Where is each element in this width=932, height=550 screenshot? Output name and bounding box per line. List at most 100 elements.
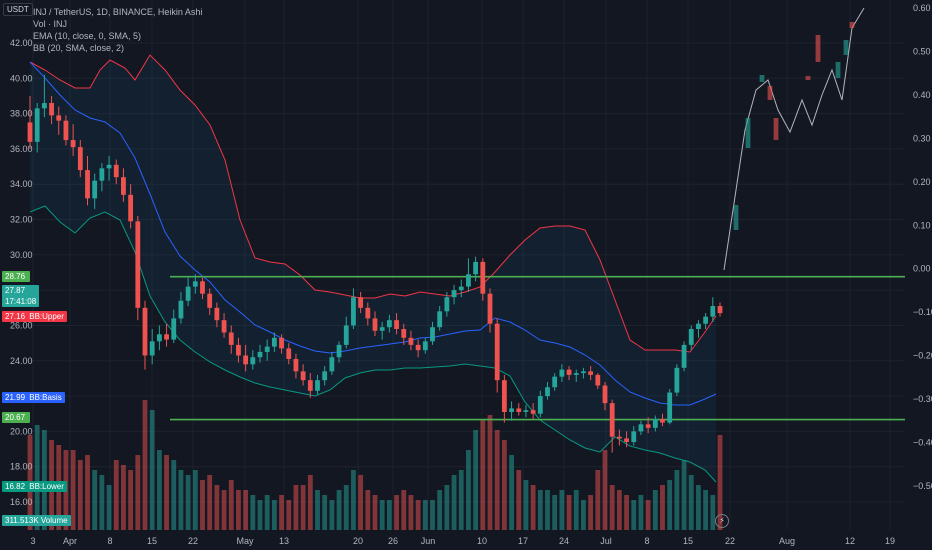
legend-symbol[interactable]: INJ / TetherUS, 1D, BINANCE, Heikin Ashi: [33, 7, 203, 17]
volume-bar: [509, 455, 514, 530]
badge-price-high: 28.76: [2, 271, 30, 282]
candle-body: [545, 387, 550, 397]
left-tick-label: 18.00: [10, 462, 33, 472]
candle-body: [394, 320, 399, 329]
candle-body: [279, 337, 284, 349]
candle-body: [552, 376, 558, 388]
candle-body: [164, 334, 169, 340]
candle-body: [501, 380, 507, 412]
badge-bb-upper: 27.16 BB:Upper: [2, 311, 67, 322]
projection-line: [723, 7, 865, 271]
left-tick-label: 26.00: [10, 320, 33, 330]
volume-bar: [401, 490, 407, 530]
time-tick-label: 22: [188, 536, 198, 546]
volume-bar: [106, 485, 112, 530]
left-tick-label: 24.00: [10, 356, 33, 366]
legend-volume[interactable]: Vol · INJ: [33, 19, 68, 29]
volume-bar: [466, 450, 471, 530]
volume-bar: [70, 450, 76, 530]
candle-body: [408, 337, 414, 345]
time-tick-label: Apr: [63, 536, 77, 546]
candle-body: [466, 274, 471, 287]
candle-body: [293, 359, 299, 372]
time-tick-label: 3: [30, 536, 35, 546]
volume-bar: [142, 400, 148, 530]
candle-body: [480, 261, 486, 294]
right-tick-label: 0.50: [913, 46, 931, 56]
lightning-icon[interactable]: ⚡: [715, 514, 729, 528]
volume-bar: [336, 490, 342, 530]
volume-bar: [293, 485, 299, 530]
candle-body: [343, 325, 349, 345]
volume-bar: [516, 470, 522, 530]
volume-bar: [214, 485, 220, 530]
candle-body: [192, 281, 198, 287]
currency-label[interactable]: USDT: [3, 3, 33, 16]
volume-bar: [250, 495, 256, 530]
bb-basis-line: [29, 61, 717, 406]
projected-candle: [745, 118, 751, 148]
volume-bar: [41, 430, 47, 530]
bb-lower-line: [29, 205, 717, 483]
volume-bar: [631, 500, 637, 530]
time-tick-label: 15: [147, 536, 157, 546]
left-tick-label: 42.00: [10, 38, 33, 48]
time-tick-label: 13: [279, 536, 289, 546]
volume-bar: [645, 500, 651, 530]
volume-bar: [92, 470, 98, 530]
candle-body: [271, 337, 277, 347]
volume-bar: [681, 460, 687, 530]
time-tick-label: 8: [644, 536, 649, 546]
left-tick-label: 20.00: [10, 426, 33, 436]
volume-bar: [128, 470, 134, 530]
volume-bar: [602, 450, 608, 530]
time-tick-label: 17: [518, 536, 528, 546]
candle-body: [494, 323, 500, 381]
left-tick-label: 30.00: [10, 250, 33, 260]
candle-body: [142, 307, 148, 356]
volume-bar: [34, 425, 40, 530]
candle-body: [473, 261, 479, 275]
volume-bar: [501, 440, 507, 530]
candle-body: [379, 327, 385, 331]
volume-bar: [200, 480, 205, 530]
bb-fill-area: [30, 55, 716, 482]
volume-bar: [523, 480, 529, 530]
candle-body: [149, 341, 155, 356]
candle-body: [430, 327, 435, 342]
candle-body: [444, 297, 450, 312]
candle-body: [386, 320, 392, 328]
legend-bb[interactable]: BB (20, SMA, close, 2): [33, 43, 125, 53]
left-tick-label: 16.00: [10, 497, 33, 507]
projection-path: [723, 7, 865, 271]
left-tick-label: 40.00: [10, 73, 33, 83]
candle-body: [27, 122, 33, 142]
volume-bar: [286, 500, 292, 530]
legend-ema[interactable]: EMA (10, close, 0, SMA, 5): [33, 31, 142, 41]
projected-candle: [835, 62, 841, 78]
volume-bar: [243, 490, 249, 530]
volume-bar: [99, 475, 105, 530]
candle-body: [566, 369, 572, 375]
volume-bar: [236, 490, 241, 530]
volume-bar: [149, 410, 155, 530]
time-tick-label: Aug: [779, 536, 795, 546]
candle-body: [113, 164, 119, 178]
candle-body: [616, 436, 622, 439]
volume-bar: [573, 490, 579, 530]
volume-bar: [581, 500, 586, 530]
volume-bar: [430, 500, 435, 530]
candle-body: [329, 357, 335, 372]
time-tick-label: 8: [107, 536, 112, 546]
candle-body: [178, 300, 184, 319]
candle-body: [537, 396, 543, 414]
right-tick-label: −0.30: [913, 394, 932, 404]
candle-body: [624, 438, 629, 442]
candle-body: [92, 180, 98, 199]
volume-bar: [394, 495, 399, 530]
volume-bar: [257, 500, 263, 530]
volume-bar: [228, 480, 234, 530]
candle-body: [135, 221, 141, 308]
projected-candle: [849, 22, 855, 28]
